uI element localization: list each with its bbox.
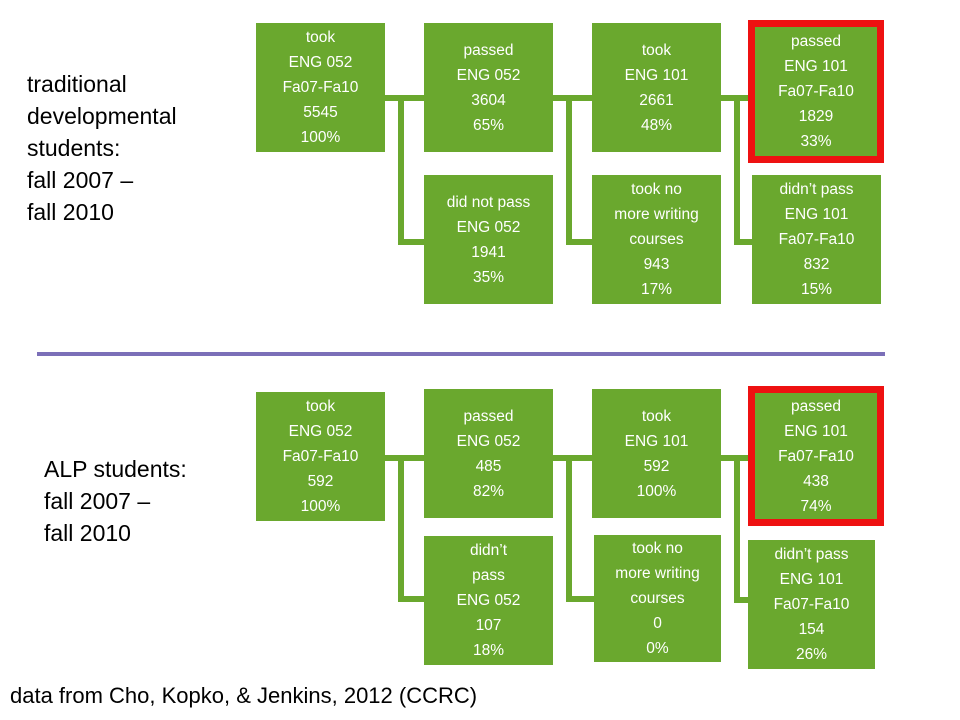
box-line: took no — [632, 540, 683, 557]
box-line: ENG 052 — [456, 66, 521, 84]
box-line: took — [641, 407, 672, 425]
box-line: Fa07-Fa10 — [282, 79, 359, 96]
box-line: Fa07-Fa10 — [778, 447, 854, 465]
bottom-didnt-pass-eng101-box: didn’t pass ENG 101 Fa07-Fa10 154 26% — [748, 540, 875, 669]
connector-line — [566, 239, 592, 245]
box-line: took — [305, 29, 336, 46]
box-line: 592 — [643, 457, 670, 475]
box-line: 3604 — [471, 91, 506, 109]
top-did-not-pass-eng052-box: did not pass ENG 052 1941 35% — [424, 175, 553, 304]
box-line: 107 — [475, 617, 502, 634]
box-line: more writing — [614, 206, 699, 223]
box-line: 5545 — [303, 104, 338, 121]
box-line: pass — [472, 567, 505, 584]
bottom-passed-eng101-box: passed ENG 101 Fa07-Fa10 438 74% — [748, 386, 884, 526]
top-took-eng101-box: took ENG 101 2661 48% — [592, 23, 721, 152]
box-line: 26% — [795, 646, 828, 663]
box-line: 0% — [646, 640, 669, 657]
box-line: 0 — [653, 615, 662, 632]
box-line: 100% — [636, 482, 677, 500]
connector-line — [385, 95, 424, 101]
box-line: courses — [630, 590, 685, 607]
connector-line — [553, 455, 592, 461]
box-line: ENG 052 — [456, 592, 521, 609]
top-took-no-more-writing-box: took no more writing courses 943 17% — [592, 175, 721, 304]
box-line: 485 — [475, 457, 502, 475]
box-line: took — [641, 41, 672, 59]
box-line: Fa07-Fa10 — [282, 448, 359, 465]
bottom-didnt-pass-eng052-box: didn’t pass ENG 052 107 18% — [424, 536, 553, 665]
connector-line — [734, 455, 740, 603]
box-line: didn’t pass — [774, 546, 849, 563]
box-line: Fa07-Fa10 — [778, 231, 855, 248]
box-line: 592 — [307, 473, 334, 490]
box-line: Fa07-Fa10 — [773, 596, 850, 613]
box-line: ENG 052 — [288, 423, 353, 440]
connector-line — [553, 95, 592, 101]
connector-line — [398, 239, 424, 245]
box-line: passed — [463, 41, 514, 59]
box-line: 15% — [800, 281, 833, 298]
box-line: ENG 052 — [456, 432, 521, 450]
box-line: 100% — [300, 498, 341, 515]
box-line: 832 — [803, 256, 830, 273]
box-line: passed — [791, 33, 841, 50]
top-group-label: traditional developmental students: fall… — [27, 71, 177, 225]
connector-line — [566, 455, 572, 602]
box-line: took no — [631, 181, 682, 198]
box-line: 82% — [472, 482, 505, 500]
connector-line — [734, 95, 740, 245]
box-line: courses — [629, 231, 684, 248]
box-line: ENG 052 — [456, 218, 521, 236]
bottom-took-eng101-box: took ENG 101 592 100% — [592, 389, 721, 518]
box-line: ENG 101 — [784, 58, 848, 75]
box-line: didn’t pass — [779, 181, 854, 198]
box-line: 65% — [472, 116, 505, 134]
box-line: 35% — [472, 268, 505, 286]
box-line: 33% — [800, 133, 832, 150]
box-line: 438 — [803, 472, 829, 490]
box-line: 943 — [643, 256, 670, 273]
box-line: 2661 — [639, 91, 674, 109]
connector-line — [398, 455, 404, 602]
box-line: didn’t — [469, 542, 508, 559]
connector-line — [398, 596, 424, 602]
box-line: did not pass — [446, 193, 531, 211]
connector-line — [566, 95, 572, 245]
box-line: passed — [791, 397, 841, 415]
box-line: ENG 101 — [779, 571, 844, 588]
section-divider — [37, 352, 885, 356]
connector-line — [385, 455, 424, 461]
box-line: Fa07-Fa10 — [778, 83, 854, 100]
top-didnt-pass-eng101-box: didn’t pass ENG 101 Fa07-Fa10 832 15% — [752, 175, 881, 304]
source-citation: data from Cho, Kopko, & Jenkins, 2012 (C… — [10, 683, 478, 708]
box-line: 100% — [300, 129, 341, 146]
connector-line — [566, 596, 594, 602]
bottom-passed-eng052-box: passed ENG 052 485 82% — [424, 389, 553, 518]
connector-line — [734, 597, 748, 603]
connector-line — [734, 239, 752, 245]
box-line: more writing — [615, 565, 700, 582]
box-line: ENG 101 — [784, 422, 848, 440]
bottom-took-no-more-writing-box: took no more writing courses 0 0% — [594, 535, 721, 662]
box-line: 1829 — [798, 108, 834, 125]
box-line: ENG 052 — [288, 54, 353, 71]
box-line: 48% — [640, 116, 673, 134]
box-line: 18% — [472, 642, 505, 659]
box-line: took — [305, 398, 336, 415]
top-took-eng052-box: took ENG 052 Fa07-Fa10 5545 100% — [256, 23, 385, 152]
top-passed-eng101-box: passed ENG 101 Fa07-Fa10 1829 33% — [748, 20, 884, 163]
box-line: ENG 101 — [624, 66, 689, 84]
top-passed-eng052-box: passed ENG 052 3604 65% — [424, 23, 553, 152]
box-line: 1941 — [471, 243, 506, 261]
box-line: 154 — [798, 621, 825, 638]
box-line: 74% — [800, 497, 832, 515]
box-line: ENG 101 — [624, 432, 689, 450]
box-line: passed — [463, 407, 514, 425]
bottom-took-eng052-box: took ENG 052 Fa07-Fa10 592 100% — [256, 392, 385, 521]
connector-line — [398, 95, 404, 245]
bottom-group-label: ALP students: fall 2007 – fall 2010 — [44, 456, 187, 546]
box-line: ENG 101 — [784, 206, 849, 223]
box-line: 17% — [640, 281, 673, 298]
